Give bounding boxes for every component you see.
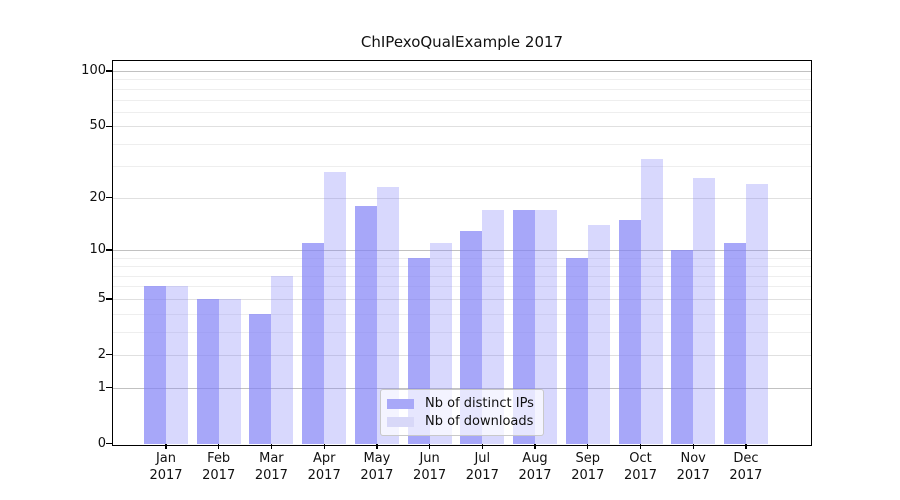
legend-swatch-icon	[387, 398, 414, 409]
gridline-y-90	[113, 79, 811, 81]
gridline-y-30	[113, 166, 811, 168]
y-tick-mark-100	[106, 70, 113, 72]
legend: Nb of distinct IPs Nb of downloads	[380, 389, 544, 436]
bar-distinct-ips-jan	[144, 286, 166, 444]
x-tick-mark-feb	[218, 444, 220, 449]
x-tick-mark-nov	[692, 444, 694, 449]
legend-row: Nb of downloads	[387, 414, 535, 429]
x-tick-label-may: May 2017	[360, 451, 394, 483]
bar-distinct-ips-apr	[302, 242, 325, 444]
x-tick-mark-sep	[587, 444, 589, 449]
bar-distinct-ips-feb	[196, 298, 219, 444]
legend-label: Nb of downloads	[425, 414, 534, 429]
bar-downloads-nov	[693, 177, 716, 444]
y-tick-mark-10	[106, 249, 113, 251]
x-tick-mark-jul	[481, 444, 483, 449]
bar-distinct-ips-oct	[618, 219, 641, 444]
gridline-y-70	[113, 99, 811, 101]
y-tick-label-0: 0	[97, 435, 106, 451]
bar-downloads-jan	[166, 286, 188, 444]
bar-downloads-feb	[218, 298, 241, 444]
legend-label: Nb of distinct IPs	[425, 396, 534, 411]
bar-distinct-ips-may	[354, 205, 377, 444]
y-tick-label-10: 10	[89, 242, 106, 258]
x-tick-mark-jun	[428, 444, 431, 449]
x-tick-mark-oct	[639, 444, 642, 449]
legend-swatch-icon	[387, 416, 414, 427]
plot-area	[113, 61, 811, 444]
y-tick-mark-50	[106, 125, 113, 127]
bar-downloads-dec	[745, 183, 768, 444]
x-tick-label-mar: Mar 2017	[254, 451, 288, 483]
x-tick-label-aug: Aug 2017	[518, 451, 552, 483]
gridline-y-20	[113, 197, 811, 199]
y-tick-mark-1	[106, 386, 113, 389]
gridline-y-80	[113, 88, 811, 90]
x-tick-label-dec: Dec 2017	[729, 451, 763, 483]
bar-downloads-oct	[640, 158, 663, 444]
y-tick-mark-0	[106, 442, 113, 445]
y-tick-label-1: 1	[97, 379, 106, 395]
y-tick-label-2: 2	[97, 346, 106, 362]
x-tick-label-sep: Sep 2017	[571, 451, 605, 483]
bar-distinct-ips-aug	[513, 210, 535, 444]
y-tick-mark-5	[106, 298, 113, 300]
x-tick-mark-may	[376, 444, 378, 449]
x-tick-label-jun: Jun 2017	[413, 451, 447, 483]
chart-title: ChIPexoQualExample 2017	[360, 33, 564, 51]
x-tick-label-apr: Apr 2017	[307, 451, 341, 483]
x-tick-mark-mar	[270, 444, 273, 449]
x-tick-label-feb: Feb 2017	[202, 451, 236, 483]
bar-distinct-ips-dec	[723, 242, 746, 444]
y-tick-label-50: 50	[89, 118, 106, 134]
gridline-y-60	[113, 111, 811, 113]
x-tick-mark-aug	[534, 444, 536, 449]
bar-downloads-jul	[482, 210, 505, 444]
bar-downloads-apr	[324, 171, 347, 444]
x-tick-label-jan: Jan 2017	[149, 451, 183, 483]
x-tick-label-nov: Nov 2017	[676, 451, 710, 483]
y-tick-label-100: 100	[81, 63, 106, 79]
y-tick-label-5: 5	[97, 291, 106, 307]
legend-row: Nb of distinct IPs	[387, 396, 535, 411]
y-tick-label-20: 20	[89, 189, 106, 205]
y-tick-mark-2	[106, 354, 113, 356]
bar-downloads-may	[376, 187, 399, 444]
x-tick-label-oct: Oct 2017	[623, 451, 658, 483]
x-tick-mark-dec	[745, 444, 747, 449]
x-tick-mark-jan	[165, 444, 167, 449]
x-tick-label-jul: Jul 2017	[465, 451, 499, 483]
bar-downloads-mar	[271, 275, 294, 444]
bar-downloads-sep	[587, 224, 610, 444]
gridline-y-50	[113, 126, 811, 128]
x-tick-mark-apr	[323, 444, 325, 449]
bar-distinct-ips-sep	[565, 257, 588, 444]
bar-downloads-aug	[535, 210, 557, 444]
bar-distinct-ips-nov	[671, 250, 694, 444]
bar-distinct-ips-mar	[249, 313, 272, 444]
gridline-y-40	[113, 143, 811, 145]
gridline-y-100	[113, 71, 811, 72]
y-tick-mark-20	[106, 197, 113, 199]
